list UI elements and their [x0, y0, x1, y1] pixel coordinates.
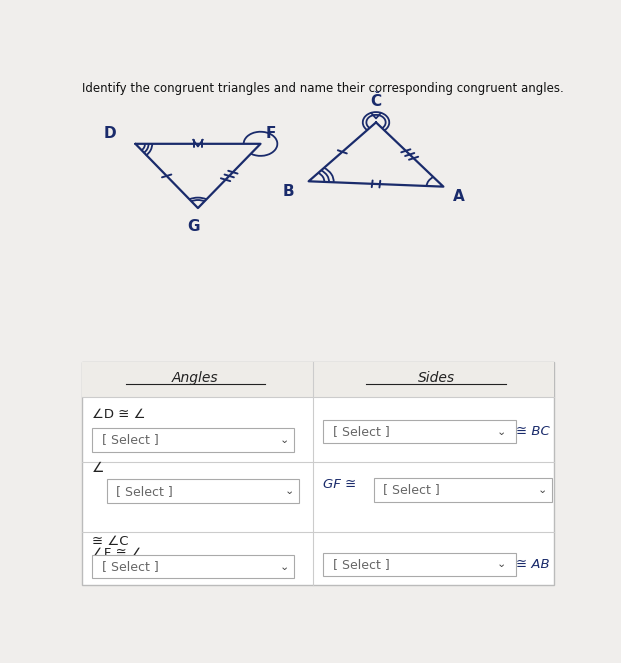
FancyBboxPatch shape [92, 428, 294, 452]
Text: ∠F ≅ ∠: ∠F ≅ ∠ [92, 547, 143, 560]
Text: B: B [283, 184, 294, 199]
Text: Identify the congruent triangles and name their corresponding congruent angles.: Identify the congruent triangles and nam… [83, 82, 564, 95]
Text: Sides: Sides [417, 371, 455, 385]
Text: [ Select ]: [ Select ] [333, 558, 389, 571]
Text: Angles: Angles [172, 371, 219, 385]
Text: D: D [104, 126, 116, 141]
FancyBboxPatch shape [107, 479, 299, 503]
Text: [ Select ]: [ Select ] [102, 434, 158, 446]
FancyBboxPatch shape [323, 553, 515, 576]
Text: [ Select ]: [ Select ] [116, 485, 173, 498]
Text: ≅ ∠C: ≅ ∠C [92, 535, 129, 548]
Text: ∠D ≅ ∠: ∠D ≅ ∠ [92, 408, 145, 422]
Text: ∠: ∠ [92, 461, 104, 475]
Text: [ Select ]: [ Select ] [102, 560, 158, 573]
Text: ⌄: ⌄ [280, 562, 289, 572]
FancyBboxPatch shape [92, 555, 294, 578]
Text: ≅ AB: ≅ AB [515, 558, 549, 571]
FancyBboxPatch shape [83, 362, 554, 397]
FancyBboxPatch shape [83, 362, 554, 585]
Text: GF ≅: GF ≅ [323, 477, 356, 491]
Text: ⌄: ⌄ [497, 427, 506, 437]
Text: ⌄: ⌄ [497, 560, 506, 570]
Text: Č: Č [371, 94, 381, 109]
Text: ≅ BC: ≅ BC [515, 425, 550, 438]
Text: ⌄: ⌄ [538, 485, 547, 495]
FancyBboxPatch shape [374, 478, 551, 502]
Text: A: A [453, 190, 465, 204]
Text: ⌄: ⌄ [285, 486, 294, 496]
Text: ⌄: ⌄ [280, 435, 289, 445]
FancyBboxPatch shape [323, 420, 515, 444]
Text: [ Select ]: [ Select ] [333, 425, 389, 438]
Text: G: G [187, 219, 199, 234]
Text: [ Select ]: [ Select ] [383, 483, 440, 497]
Text: F: F [265, 126, 276, 141]
